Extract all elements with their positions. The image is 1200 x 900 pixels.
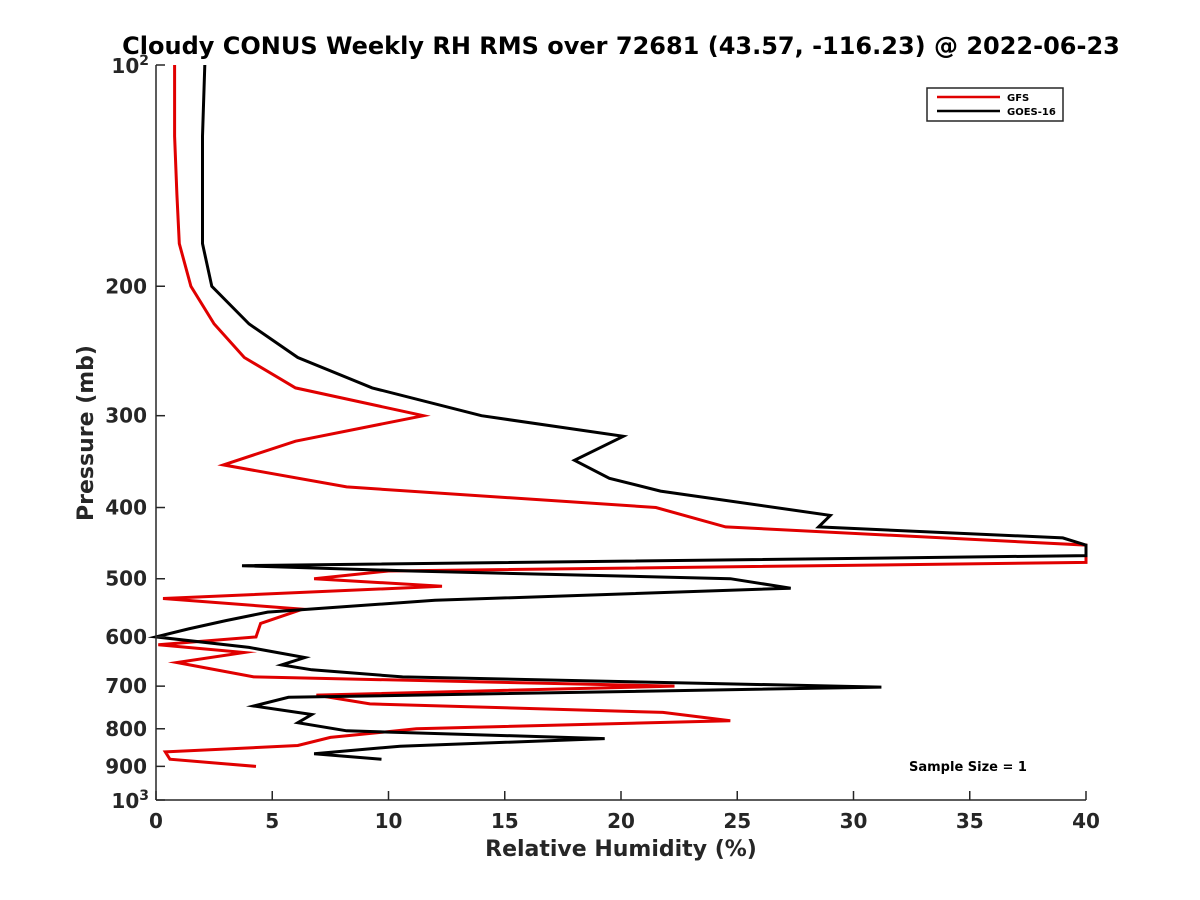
x-tick-label: 5 [265, 809, 279, 833]
y-tick-label: 102 [111, 53, 149, 78]
legend-box [926, 87, 1064, 122]
y-tick-label: 900 [105, 754, 147, 778]
x-tick-label: 30 [840, 809, 868, 833]
legend: GFS GOES-16 [926, 87, 1064, 122]
sample-size-annotation: Sample Size = 1 [909, 760, 1027, 775]
y-tick-label: 700 [105, 674, 147, 698]
y-tick-label: 500 [105, 567, 147, 591]
y-tick-label: 800 [105, 717, 147, 741]
y-tick-label: 400 [105, 496, 147, 520]
y-axis-label: Pressure (mb) [74, 345, 99, 521]
x-tick-label: 25 [723, 809, 751, 833]
legend-entry-label: GFS [1007, 93, 1029, 104]
y-tick-label: 200 [105, 274, 147, 298]
legend-entry-label: GOES-16 [1007, 107, 1056, 118]
y-tick-label: 300 [105, 404, 147, 428]
y-tick-label: 600 [105, 625, 147, 649]
plot-area: 0 5 10 15 20 25 30 35 40 200 300 400 500 600 700 800 900… [105, 53, 1100, 833]
series-line-goes-16 [147, 64, 1088, 761]
x-tick-label: 20 [607, 809, 635, 833]
chart-title: Cloudy CONUS Weekly RH RMS over 72681 (4… [122, 32, 1120, 60]
x-tick-label: 40 [1072, 809, 1100, 833]
x-axis-label: Relative Humidity (%) [485, 837, 757, 862]
x-tick-label: 0 [149, 809, 163, 833]
series-line-gfs [158, 65, 1088, 768]
x-tick-label: 35 [956, 809, 984, 833]
y-tick-label: 103 [111, 788, 149, 813]
x-tick-label: 10 [375, 809, 403, 833]
x-tick-label: 15 [491, 809, 519, 833]
